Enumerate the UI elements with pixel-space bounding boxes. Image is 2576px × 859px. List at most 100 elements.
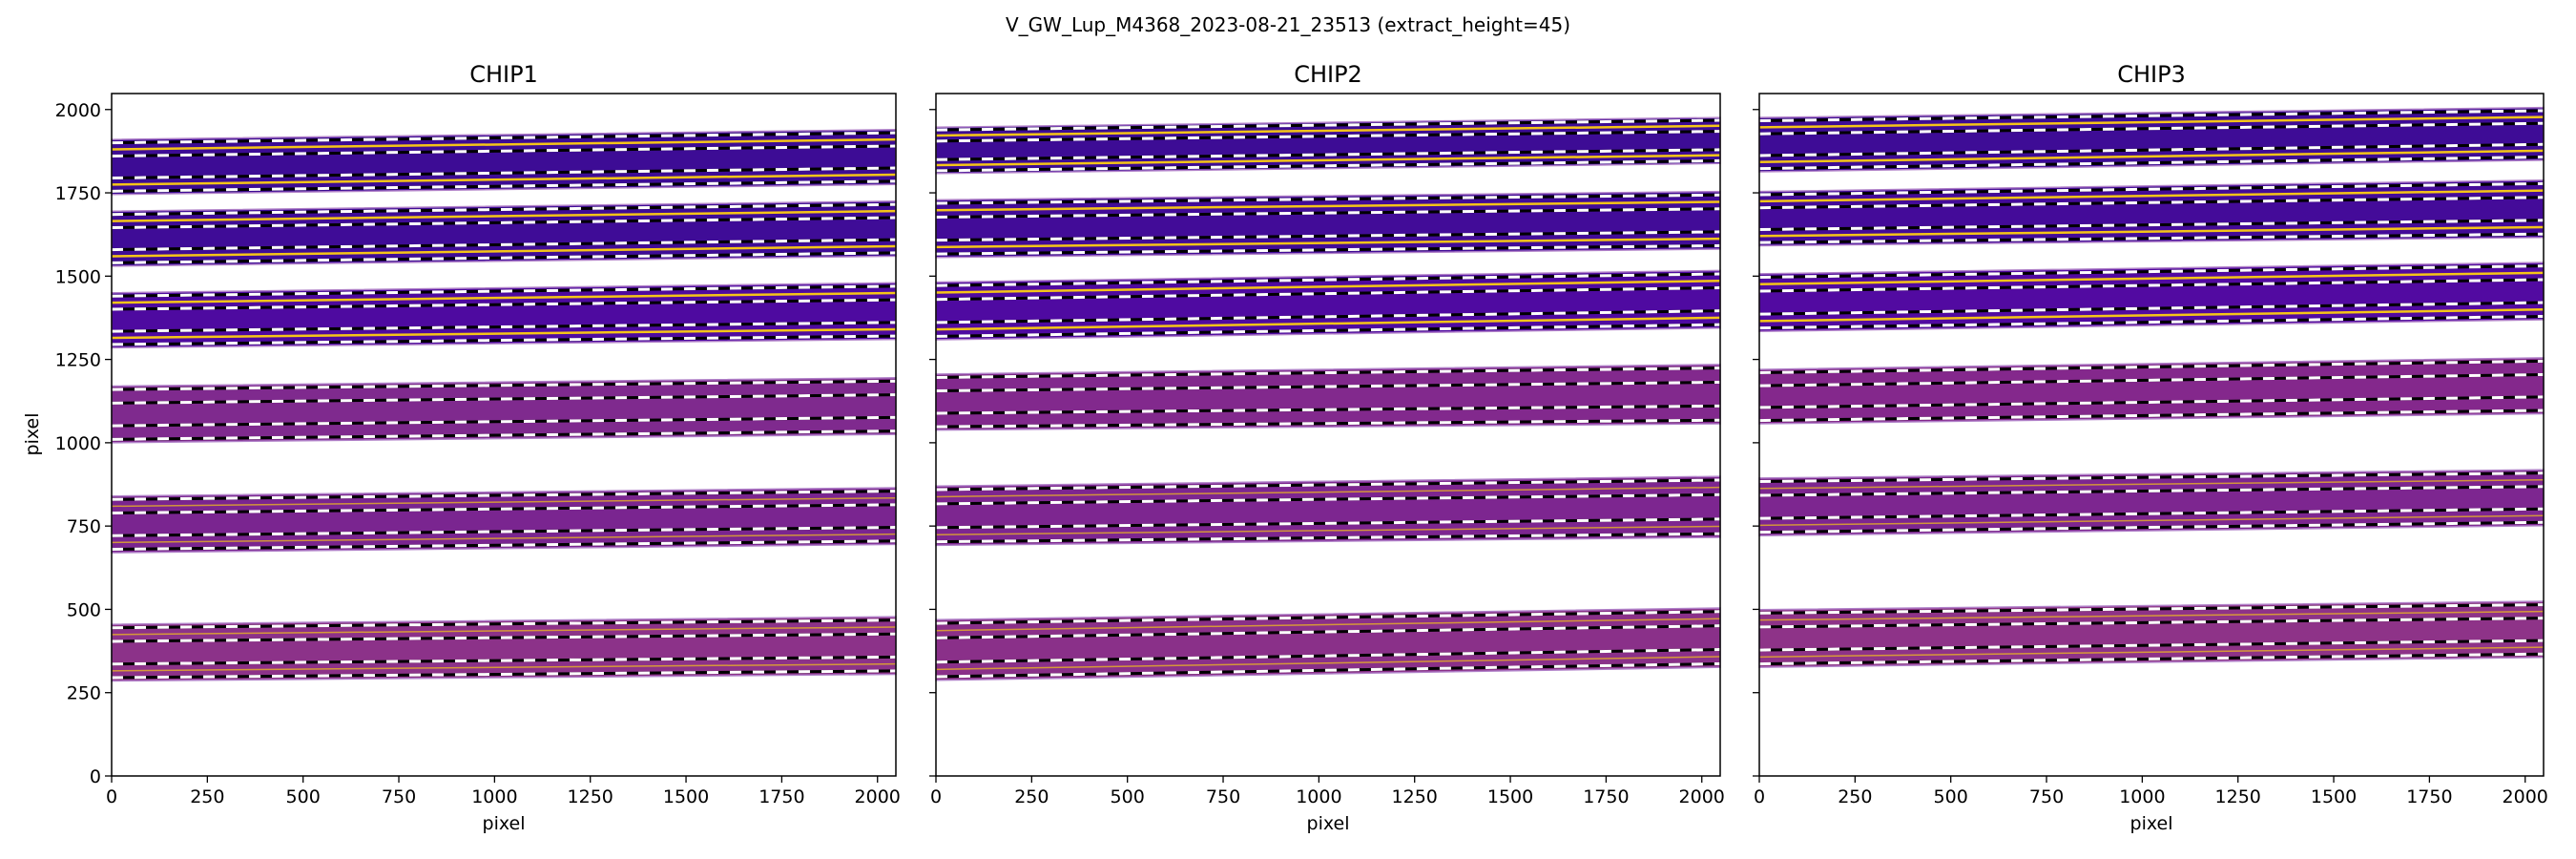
trace-line	[935, 124, 1721, 137]
extraction-edge-dashed	[111, 379, 897, 391]
extraction-edge-dashed	[935, 286, 1721, 302]
x-tick-label: 250	[1838, 786, 1872, 807]
extraction-edge-dashed	[1758, 639, 2545, 652]
extraction-edge-dashed	[935, 380, 1721, 393]
trace-line	[111, 244, 897, 258]
extraction-edge-dashed	[111, 238, 897, 252]
extraction-edge-dashed	[1758, 395, 2545, 409]
trace-line	[1758, 149, 2545, 164]
y-tick-label: 1250	[55, 350, 101, 371]
extraction-edge-dashed	[935, 230, 1721, 242]
y-tick-label: 500	[67, 599, 101, 620]
extraction-edge-dashed	[111, 166, 897, 180]
extraction-edge-dashed	[111, 144, 897, 157]
extraction-edge-dashed	[935, 418, 1721, 429]
x-tick-label: 1750	[758, 786, 804, 807]
order-band	[935, 364, 1721, 431]
extraction-edge-dashed	[1758, 603, 2545, 615]
x-tick-label: 2000	[855, 786, 901, 807]
chip-panels: CHIP1 0 250 500 750 1000 1250 1500 1750 2000 pixel…	[55, 61, 2548, 834]
extraction-edge-dashed	[1758, 507, 2545, 520]
x-tick-label: 250	[1014, 786, 1049, 807]
y-tick-label: 0	[90, 766, 101, 787]
extraction-edge-dashed	[111, 202, 897, 217]
extraction-edge-dashed	[1758, 485, 2545, 497]
trace-line	[1758, 189, 2545, 203]
extraction-edge-dashed	[111, 284, 897, 298]
extraction-edge-dashed	[111, 655, 897, 666]
extraction-edge-dashed	[935, 404, 1721, 415]
trace-line	[935, 316, 1721, 331]
extraction-edge-dashed	[1758, 314, 2545, 330]
order-band	[111, 128, 897, 196]
extraction-edge-dashed	[1758, 301, 2545, 316]
x-tick-label: 750	[382, 786, 416, 807]
extraction-edge-dashed	[935, 624, 1721, 639]
panel-chip3: CHIP3 0 250 500 750 1000 1250 1500 1750 2000 pixel	[1753, 61, 2548, 834]
extraction-edge-dashed	[1758, 181, 2545, 197]
figure-suptitle: V_GW_Lup_M4368_2023-08-21_23513 (extract…	[1006, 13, 1570, 36]
x-tick-label: 750	[2029, 786, 2064, 807]
order-band	[935, 607, 1721, 681]
trace-line	[111, 496, 897, 508]
extraction-edge-dashed	[1758, 617, 2545, 629]
y-tick-label: 750	[67, 516, 101, 537]
axes-frame	[1758, 93, 2545, 777]
extraction-edge-dashed	[1758, 520, 2545, 534]
x-tick-label: 750	[1206, 786, 1240, 807]
y-axis-label: pixel	[22, 413, 43, 456]
extraction-edge-dashed	[111, 430, 897, 441]
extraction-edge-dashed	[935, 367, 1721, 379]
extraction-edge-dashed	[935, 118, 1721, 132]
x-tick-label: 1500	[663, 786, 709, 807]
trace-line	[111, 626, 897, 636]
panel-title: CHIP2	[1294, 61, 1362, 88]
x-tick-label: 500	[1111, 786, 1145, 807]
y-tick-label: 250	[67, 683, 101, 704]
extraction-edge-dashed	[935, 130, 1721, 143]
trace-line	[111, 209, 897, 222]
trace-line	[935, 618, 1721, 632]
x-tick-label: 1250	[568, 786, 613, 807]
extraction-edge-dashed	[935, 207, 1721, 219]
extraction-edge-dashed	[111, 526, 897, 537]
extraction-edge-dashed	[935, 492, 1721, 506]
order-band	[1758, 179, 2545, 247]
x-tick-label: 500	[286, 786, 321, 807]
extraction-edge-dashed	[935, 193, 1721, 205]
x-tick-label: 0	[930, 786, 942, 807]
x-tick-label: 250	[190, 786, 224, 807]
extraction-edge-dashed	[935, 148, 1721, 161]
extraction-edge-dashed	[111, 669, 897, 680]
extraction-edge-dashed	[1758, 232, 2545, 244]
trace-line	[1758, 271, 2545, 285]
x-axis-label: pixel	[2130, 813, 2173, 834]
x-tick-label: 2000	[2503, 786, 2548, 807]
trace-line	[1758, 307, 2545, 323]
panel-title: CHIP3	[2117, 61, 2186, 88]
y-tick-label: 1750	[55, 183, 101, 204]
trace-line	[1758, 478, 2545, 490]
x-tick-label: 0	[1754, 786, 1765, 807]
extraction-edge-dashed	[111, 393, 897, 405]
panel-title: CHIP1	[469, 61, 538, 88]
x-axis-label: pixel	[1307, 813, 1350, 834]
extraction-edge-dashed	[1758, 109, 2545, 123]
x-tick-label: 500	[1934, 786, 1968, 807]
x-tick-label: 1000	[2119, 786, 2165, 807]
extraction-edge-dashed	[111, 415, 897, 428]
x-tick-label: 1500	[1487, 786, 1533, 807]
extraction-edge-dashed	[1758, 278, 2545, 293]
extraction-edge-dashed	[935, 323, 1721, 338]
order-band	[1758, 262, 2545, 333]
trace-line	[1758, 225, 2545, 238]
extraction-edge-dashed	[1758, 359, 2545, 374]
extraction-edge-dashed	[935, 648, 1721, 664]
order-band	[1758, 357, 2545, 425]
axes-frame	[111, 93, 897, 777]
trace-line	[935, 237, 1721, 249]
order-band	[935, 475, 1721, 547]
trace-line	[935, 280, 1721, 294]
panel-chip2: CHIP2 0 250 500 750 1000 1250 1500 1750 2000 pixel	[929, 61, 1725, 834]
order-band	[111, 487, 897, 554]
